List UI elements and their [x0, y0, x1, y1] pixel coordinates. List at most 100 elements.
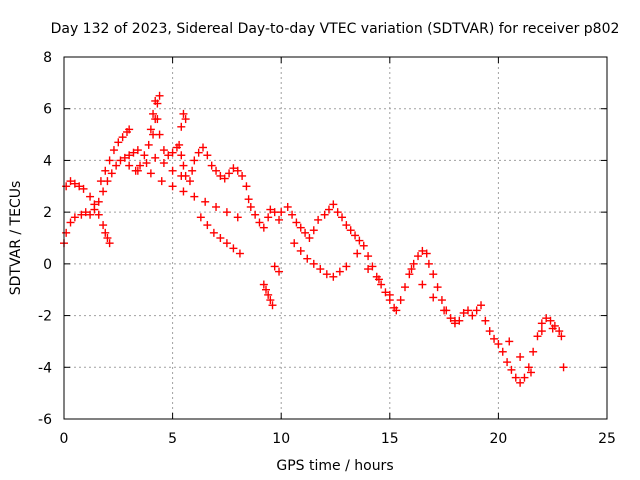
data-point	[118, 133, 127, 142]
data-point	[301, 228, 310, 237]
data-point	[342, 262, 351, 271]
data-point	[177, 122, 186, 131]
data-point	[129, 148, 138, 157]
data-point	[196, 213, 205, 222]
data-point	[353, 249, 362, 258]
data-point	[268, 301, 277, 310]
data-point	[414, 252, 423, 261]
data-point	[355, 236, 364, 245]
data-point	[450, 316, 459, 325]
data-point	[368, 262, 377, 271]
y-tick-label: 2	[43, 205, 52, 221]
y-tick-labels: -6 -4 -2 0 2 4 6 8	[38, 50, 52, 428]
data-point	[429, 270, 438, 279]
data-point	[125, 161, 134, 170]
data-point	[529, 347, 538, 356]
y-tick-label: -6	[38, 412, 52, 428]
data-point	[305, 234, 314, 242]
data-point	[157, 177, 166, 186]
data-point	[346, 226, 355, 235]
data-point	[526, 368, 535, 377]
data-point	[481, 316, 490, 325]
data-point	[233, 166, 242, 175]
data-point	[407, 265, 416, 274]
data-point	[175, 140, 184, 149]
data-point	[440, 306, 449, 315]
data-point	[396, 296, 405, 305]
data-point	[401, 283, 410, 292]
data-point	[222, 208, 231, 217]
data-point	[351, 231, 360, 240]
x-tick-label: 20	[489, 431, 507, 447]
data-point	[233, 213, 242, 222]
data-point	[103, 234, 112, 242]
data-point	[259, 223, 268, 232]
data-point	[296, 223, 305, 232]
data-point	[159, 146, 168, 155]
data-point	[477, 301, 486, 310]
data-point	[418, 246, 427, 255]
data-point	[94, 210, 103, 219]
data-point	[342, 221, 351, 230]
data-point	[309, 259, 318, 268]
data-point	[546, 316, 555, 325]
data-point	[555, 327, 564, 336]
data-point	[463, 306, 472, 315]
data-point	[381, 288, 390, 297]
data-point	[338, 213, 347, 222]
data-point	[418, 280, 427, 289]
data-point	[149, 130, 158, 139]
data-point	[511, 373, 520, 382]
data-point	[314, 215, 323, 224]
data-point	[303, 254, 312, 263]
data-point	[194, 148, 203, 157]
data-point	[235, 249, 244, 258]
data-point	[77, 210, 86, 219]
data-point	[70, 179, 79, 188]
data-point	[537, 327, 546, 336]
data-point	[125, 151, 134, 160]
data-point	[329, 272, 338, 281]
data-point	[255, 218, 264, 227]
data-point	[507, 365, 516, 374]
y-tick-label: -2	[38, 309, 52, 325]
data-point	[105, 156, 114, 165]
data-point	[140, 151, 149, 160]
data-point	[437, 296, 446, 305]
data-point	[125, 125, 134, 134]
x-tick-labels: 0 5 10 15 20 25	[60, 431, 616, 447]
data-point	[120, 153, 129, 162]
data-point	[446, 314, 455, 323]
data-point	[485, 327, 494, 336]
data-point	[201, 197, 210, 206]
data-point	[242, 182, 251, 191]
data-point	[424, 259, 433, 268]
data-point	[283, 202, 292, 211]
data-point	[185, 177, 194, 186]
axis-ticks	[63, 56, 608, 420]
data-point	[324, 205, 333, 214]
data-point	[270, 262, 279, 271]
data-point	[146, 125, 155, 134]
data-point	[505, 337, 514, 346]
data-point	[238, 171, 247, 180]
data-point	[264, 290, 273, 299]
data-point	[246, 202, 255, 211]
data-point	[209, 228, 218, 237]
data-point	[190, 156, 199, 165]
data-point	[277, 208, 286, 217]
data-point	[181, 115, 190, 124]
data-point	[177, 171, 186, 180]
data-point	[114, 138, 123, 147]
data-point	[329, 200, 338, 209]
data-point	[101, 228, 110, 237]
data-point	[296, 246, 305, 255]
chart-title: Day 132 of 2023, Sidereal Day-to-day VTE…	[51, 21, 620, 37]
data-point	[107, 169, 116, 178]
data-point	[422, 249, 431, 258]
data-point	[146, 169, 155, 178]
data-point	[212, 166, 221, 175]
plot-frame	[63, 56, 608, 420]
data-point	[94, 197, 103, 206]
data-point	[259, 280, 268, 289]
